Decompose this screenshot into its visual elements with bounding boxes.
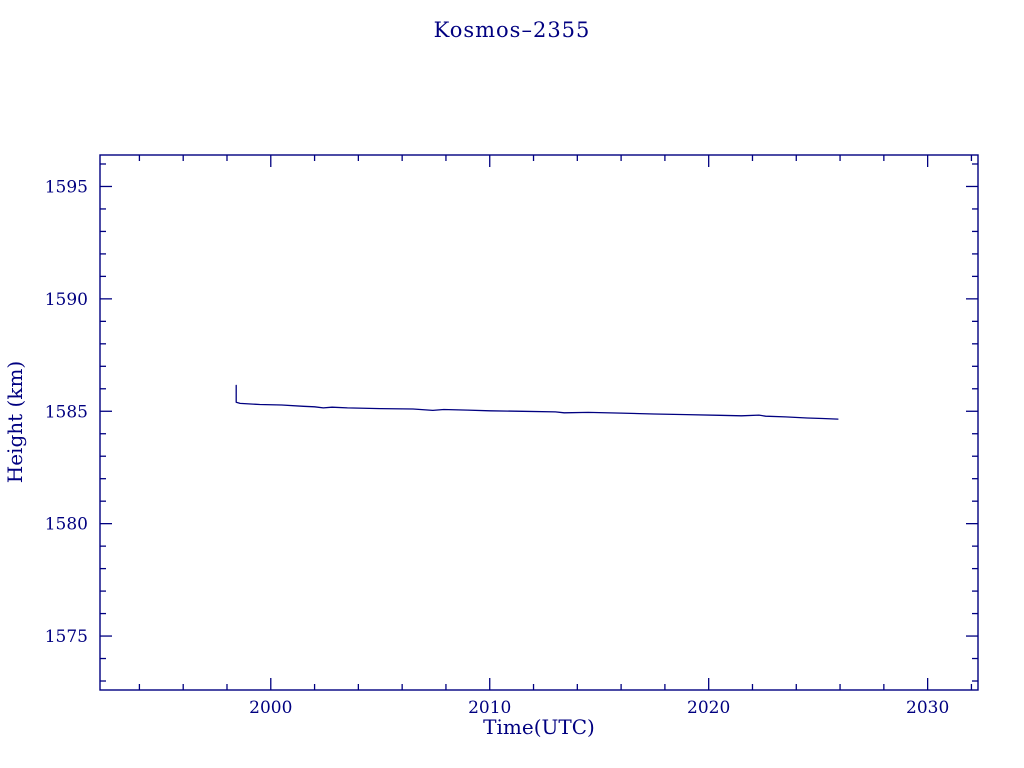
x-tick-label: 2010 xyxy=(468,698,511,718)
plot-border xyxy=(99,154,979,691)
data-series xyxy=(235,384,839,420)
y-axis-label: Height (km) xyxy=(3,361,27,483)
series-line-orbital-height xyxy=(235,384,839,420)
axes: 2000 2010 2020 2030 1575 1580 1585 1590 1595 xyxy=(45,154,979,718)
y-tick-label: 1575 xyxy=(45,627,88,647)
y-tick-label: 1580 xyxy=(45,515,88,535)
chart-title: Kosmos–2355 xyxy=(434,18,591,42)
x-tick-label: 2030 xyxy=(906,698,949,718)
x-tick-label: 2020 xyxy=(687,698,730,718)
x-axis-label: Time(UTC) xyxy=(483,715,595,739)
y-tick-label: 1590 xyxy=(45,290,88,310)
y-tick-label: 1595 xyxy=(45,177,88,197)
y-tick-label: 1585 xyxy=(45,402,88,422)
x-tick-label: 2000 xyxy=(249,698,292,718)
